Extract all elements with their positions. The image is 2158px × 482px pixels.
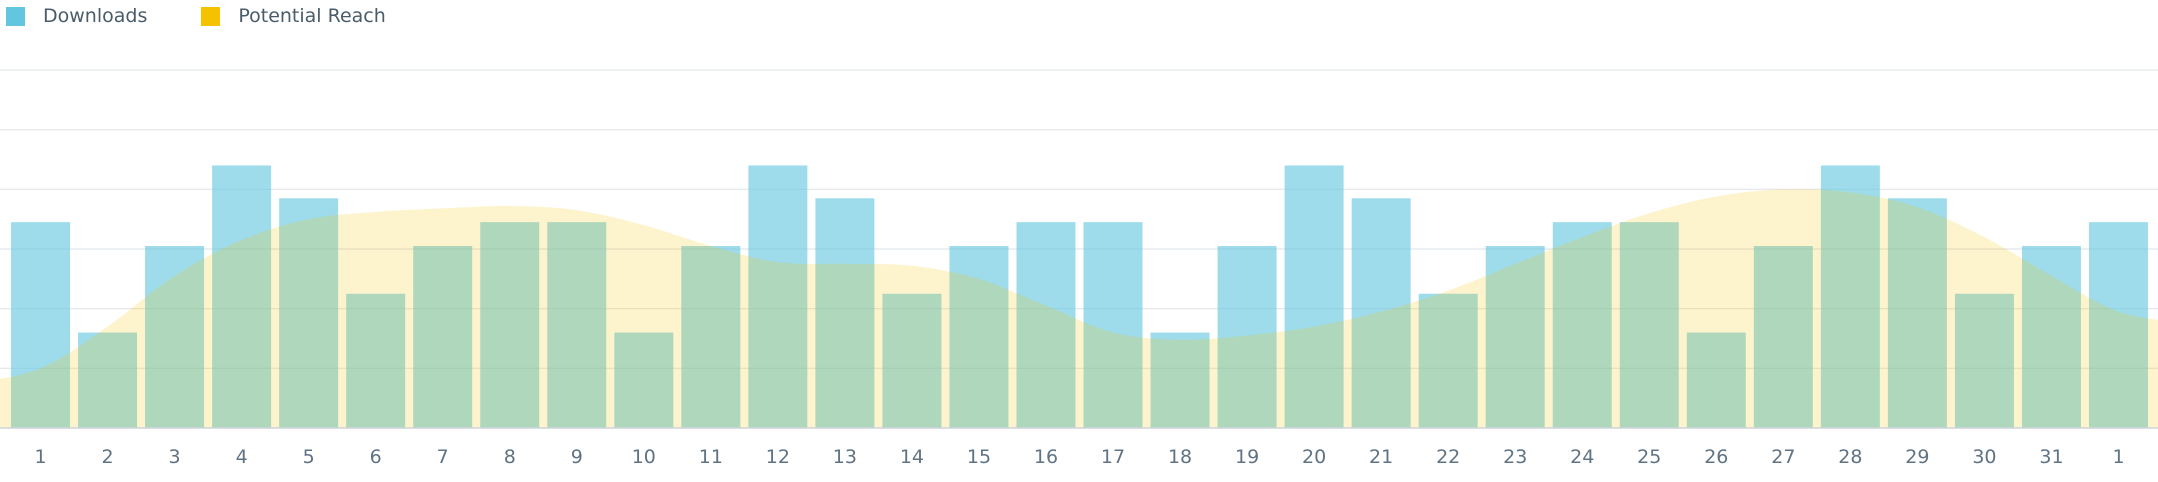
bar[interactable] <box>1753 246 1813 428</box>
area-series-potential-reach <box>0 189 2158 428</box>
bar[interactable] <box>1619 222 1679 428</box>
bar[interactable] <box>2021 246 2081 428</box>
x-tick-label: 2 <box>102 446 114 468</box>
bar[interactable] <box>1150 332 1210 428</box>
legend-label-downloads: Downloads <box>43 5 148 27</box>
x-tick-label: 24 <box>1570 446 1594 468</box>
bar[interactable] <box>1686 332 1746 428</box>
x-tick-label: 16 <box>1034 446 1058 468</box>
bar[interactable] <box>212 165 272 428</box>
x-tick-label: 28 <box>1838 446 1862 468</box>
x-tick-label: 27 <box>1771 446 1795 468</box>
x-tick-label: 9 <box>571 446 583 468</box>
bar[interactable] <box>11 222 71 428</box>
x-tick-label: 11 <box>699 446 723 468</box>
legend-swatch-downloads <box>6 6 25 26</box>
bar[interactable] <box>145 246 205 428</box>
x-tick-label: 12 <box>766 446 790 468</box>
bar-series-downloads <box>11 165 2148 428</box>
x-tick-label: 21 <box>1369 446 1393 468</box>
x-tick-label: 29 <box>1905 446 1929 468</box>
legend-swatch-potential-reach <box>201 6 221 26</box>
bar[interactable] <box>1552 222 1612 428</box>
x-tick-label: 3 <box>169 446 181 468</box>
x-tick-label: 31 <box>2039 446 2063 468</box>
bar[interactable] <box>1351 198 1411 428</box>
bar[interactable] <box>882 293 942 428</box>
x-tick-label: 18 <box>1168 446 1192 468</box>
bar[interactable] <box>949 246 1009 428</box>
bar[interactable] <box>1284 165 1344 428</box>
x-tick-label: 5 <box>303 446 315 468</box>
x-tick-label: 13 <box>833 446 857 468</box>
bar[interactable] <box>346 293 406 428</box>
bar[interactable] <box>1820 165 1880 428</box>
bar[interactable] <box>2088 222 2148 428</box>
chart-legend: Downloads Potential Reach <box>6 3 440 29</box>
x-tick-label: 10 <box>632 446 656 468</box>
bar[interactable] <box>1418 293 1478 428</box>
x-tick-label: 15 <box>967 446 991 468</box>
x-tick-label: 20 <box>1302 446 1326 468</box>
bar[interactable] <box>1016 222 1076 428</box>
x-tick-label: 30 <box>1972 446 1996 468</box>
x-tick-label: 1 <box>34 446 46 468</box>
legend-label-potential-reach: Potential Reach <box>238 5 386 27</box>
x-tick-label: 7 <box>437 446 449 468</box>
bar[interactable] <box>547 222 607 428</box>
x-tick-label: 4 <box>236 446 248 468</box>
x-tick-label: 6 <box>370 446 382 468</box>
x-tick-label: 17 <box>1101 446 1125 468</box>
legend-item-downloads[interactable]: Downloads <box>6 5 147 27</box>
bar[interactable] <box>1887 198 1947 428</box>
x-tick-label: 23 <box>1503 446 1527 468</box>
bar[interactable] <box>815 198 875 428</box>
bar[interactable] <box>1217 246 1277 428</box>
legend-item-potential-reach[interactable]: Potential Reach <box>201 5 386 27</box>
x-tick-label: 8 <box>504 446 516 468</box>
x-tick-label: 22 <box>1436 446 1460 468</box>
bar[interactable] <box>413 246 473 428</box>
x-tick-label: 14 <box>900 446 924 468</box>
bar[interactable] <box>681 246 741 428</box>
bar[interactable] <box>1954 293 2014 428</box>
x-axis: 1 2 3 4 5 6 7 8 9 10 11 12 13 14 15 16 17 18 19 20 21 22 23 24 2… <box>0 427 2158 468</box>
bar[interactable] <box>748 165 808 428</box>
bar[interactable] <box>78 332 138 428</box>
bar[interactable] <box>480 222 540 428</box>
bar[interactable] <box>1083 222 1143 428</box>
x-tick-label: 26 <box>1704 446 1728 468</box>
area-fill <box>0 189 2158 428</box>
bar[interactable] <box>279 198 339 428</box>
x-tick-label: 25 <box>1637 446 1661 468</box>
bar[interactable] <box>1485 246 1545 428</box>
x-tick-label: 19 <box>1235 446 1259 468</box>
bar[interactable] <box>614 332 674 428</box>
x-tick-label: 1 <box>2112 446 2124 468</box>
